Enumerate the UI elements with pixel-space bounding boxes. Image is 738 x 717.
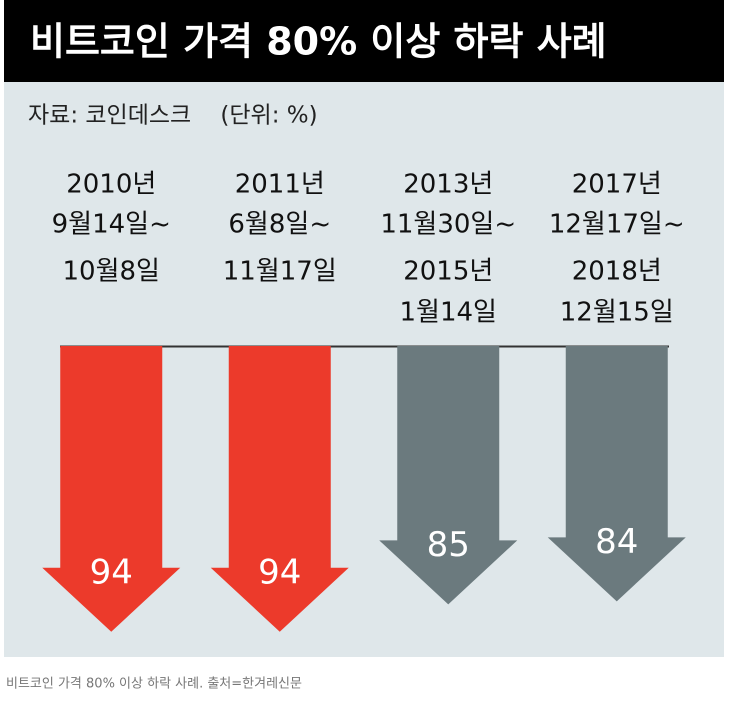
period-end: 11월17일 bbox=[223, 257, 337, 287]
period-start: 2011년 bbox=[235, 170, 325, 200]
chart-subtitle: 자료: 코인데스크 (단위: %) bbox=[28, 103, 318, 129]
period-start: 2010년 bbox=[66, 170, 156, 200]
value-label: 94 bbox=[90, 552, 133, 592]
period-end: 10월8일 bbox=[63, 257, 160, 287]
chart-title: 비트코인 가격 80% 이상 하락 사례 bbox=[30, 20, 607, 64]
value-label: 85 bbox=[427, 525, 470, 565]
period-start: 6월8일~ bbox=[228, 210, 331, 240]
value-label: 94 bbox=[258, 552, 301, 592]
arrow bbox=[379, 346, 518, 605]
arrow bbox=[42, 346, 181, 632]
period-end: 2018년 bbox=[572, 257, 662, 287]
period-start: 2013년 bbox=[403, 170, 493, 200]
period-start: 12월17일~ bbox=[549, 210, 685, 240]
period-start: 11월30일~ bbox=[380, 210, 516, 240]
title-bar bbox=[4, 0, 724, 82]
period-start: 9월14일~ bbox=[52, 210, 171, 240]
period-end: 2015년 bbox=[403, 257, 493, 287]
caption: 비트코인 가격 80% 이상 하락 사례. 출처=한겨레신문 bbox=[6, 677, 302, 692]
value-label: 84 bbox=[595, 522, 638, 562]
arrow bbox=[547, 346, 686, 602]
period-start: 2017년 bbox=[572, 170, 662, 200]
period-end: 1월14일 bbox=[400, 298, 497, 328]
arrow bbox=[210, 346, 349, 632]
period-end: 12월15일 bbox=[560, 298, 674, 328]
